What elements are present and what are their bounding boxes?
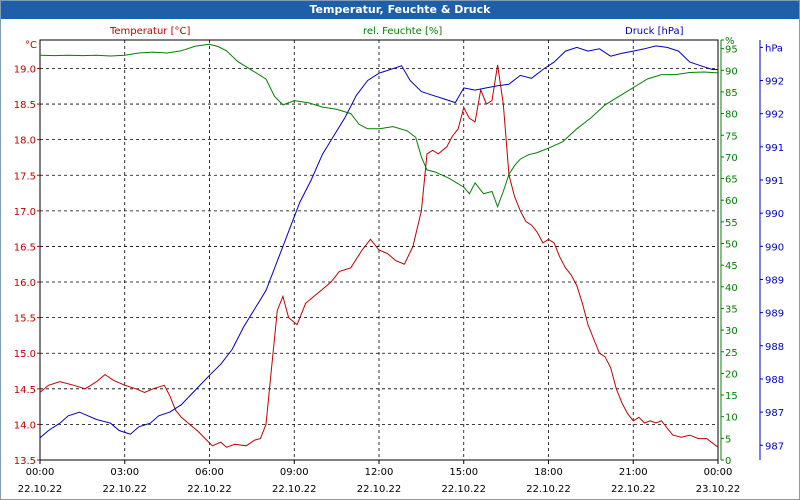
humidity-tick-label: 60 bbox=[725, 196, 738, 207]
pressure-tick-label: 991 bbox=[765, 176, 784, 187]
pressure-tick-label: 988 bbox=[765, 375, 784, 386]
temp-tick-label: 16.0 bbox=[14, 278, 36, 289]
pressure-tick-label: 987 bbox=[765, 408, 784, 419]
humidity-tick-label: 30 bbox=[725, 326, 738, 337]
temp-tick-label: 19.0 bbox=[14, 64, 36, 75]
humidity-tick-label: 85 bbox=[725, 88, 738, 99]
temp-axis-unit: °C bbox=[25, 40, 37, 51]
x-tick-time: 15:00 bbox=[449, 467, 478, 478]
x-tick-time: 12:00 bbox=[365, 467, 394, 478]
humidity-tick-label: 20 bbox=[725, 369, 738, 380]
temp-tick-label: 17.5 bbox=[14, 171, 36, 182]
temp-tick-label: 14.0 bbox=[14, 420, 36, 431]
humidity-tick-label: % bbox=[725, 36, 735, 47]
x-tick-date: 22.10.22 bbox=[611, 484, 656, 495]
temp-tick-label: 13.5 bbox=[14, 456, 36, 467]
legend-pressure: Druck [hPa] bbox=[625, 26, 684, 37]
pressure-tick-label: 989 bbox=[765, 309, 784, 320]
x-tick-date: 23.10.22 bbox=[696, 484, 741, 495]
x-tick-date: 22.10.22 bbox=[102, 484, 147, 495]
temp-tick-label: 16.5 bbox=[14, 242, 36, 253]
x-tick-date: 22.10.22 bbox=[526, 484, 571, 495]
pressure-tick-label: hPa bbox=[765, 43, 783, 54]
pressure-tick-label: 990 bbox=[765, 242, 784, 253]
humidity-tick-label: 10 bbox=[725, 413, 738, 424]
temp-tick-label: 14.5 bbox=[14, 385, 36, 396]
x-tick-time: 03:00 bbox=[110, 467, 139, 478]
x-tick-time: 00:00 bbox=[26, 467, 55, 478]
temp-tick-label: 18.0 bbox=[14, 136, 36, 147]
temp-tick-label: 15.5 bbox=[14, 314, 36, 325]
pressure-tick-label: 988 bbox=[765, 342, 784, 353]
humidity-tick-label: 95 bbox=[725, 45, 738, 56]
x-tick-time: 00:00 bbox=[704, 467, 733, 478]
x-tick-date: 22.10.22 bbox=[18, 484, 63, 495]
x-tick-time: 21:00 bbox=[619, 467, 648, 478]
x-tick-time: 09:00 bbox=[280, 467, 309, 478]
humidity-tick-label: 35 bbox=[725, 304, 738, 315]
humidity-tick-label: 70 bbox=[725, 153, 738, 164]
pressure-tick-label: 991 bbox=[765, 143, 784, 154]
temp-tick-label: 17.0 bbox=[14, 207, 36, 218]
humidity-tick-label: 0 bbox=[725, 456, 731, 467]
x-tick-date: 22.10.22 bbox=[357, 484, 402, 495]
humidity-tick-label: 65 bbox=[725, 175, 738, 186]
chart-title: Temperatur, Feuchte & Druck bbox=[1, 1, 799, 19]
x-tick-date: 22.10.22 bbox=[272, 484, 317, 495]
x-tick-date: 22.10.22 bbox=[187, 484, 232, 495]
pressure-tick-label: 989 bbox=[765, 275, 784, 286]
humidity-tick-label: 15 bbox=[725, 391, 738, 402]
humidity-tick-label: 55 bbox=[725, 218, 738, 229]
pressure-tick-label: 992 bbox=[765, 110, 784, 121]
x-tick-date: 22.10.22 bbox=[441, 484, 486, 495]
legend-temperature: Temperatur [°C] bbox=[109, 26, 190, 37]
x-tick-time: 18:00 bbox=[534, 467, 563, 478]
pressure-series-line bbox=[39, 45, 718, 439]
humidity-tick-label: 50 bbox=[725, 240, 738, 251]
temp-tick-label: 18.5 bbox=[14, 100, 36, 111]
humidity-tick-label: 45 bbox=[725, 261, 738, 272]
humidity-tick-label: 90 bbox=[725, 66, 738, 77]
humidity-series-line bbox=[39, 43, 719, 209]
temperature-series-line bbox=[39, 64, 719, 448]
humidity-tick-label: 5 bbox=[725, 434, 731, 445]
humidity-tick-label: 80 bbox=[725, 110, 738, 121]
pressure-tick-label: 992 bbox=[765, 77, 784, 88]
pressure-tick-label: 987 bbox=[765, 441, 784, 452]
pressure-tick-label: 990 bbox=[765, 209, 784, 220]
x-tick-time: 06:00 bbox=[195, 467, 224, 478]
humidity-tick-label: 40 bbox=[725, 283, 738, 294]
legend-humidity: rel. Feuchte [%] bbox=[363, 26, 442, 37]
humidity-tick-label: 25 bbox=[725, 348, 738, 359]
humidity-tick-label: 75 bbox=[725, 131, 738, 142]
temp-tick-label: 15.0 bbox=[14, 349, 36, 360]
